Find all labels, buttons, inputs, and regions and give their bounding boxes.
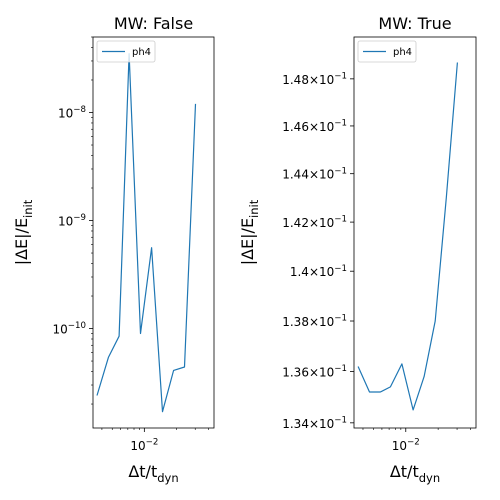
chart-panel-2: MW: True Δt/tdyn |ΔE|/Einit 10−2 1.34×10−1 1.… [238,14,477,485]
legend: ph4 [357,40,417,63]
y-tick-label: 10−10 [53,321,86,336]
x-axis-label: Δt/tdyn [128,462,178,485]
series-line-ph4 [357,62,458,411]
y-tick-label: 1.34×10−1 [282,415,347,430]
y-tick-label: 1.48×10−1 [282,71,347,86]
y-axis-label: |ΔE|/Einit [238,199,261,265]
y-axis-label: |ΔE|/Einit [12,199,35,265]
chart-panel-1: MW: False Δt/tdyn |ΔE|/Einit 10−2 10−10 10−9 1… [12,14,215,485]
legend: ph4 [96,40,156,63]
y-tick-label: 1.42×10−1 [282,215,347,230]
y-tick-label: 1.38×10−1 [282,314,347,329]
y-tick-label: 1.36×10−1 [282,364,347,379]
y-tick-label: 1.4×10−1 [290,264,347,279]
x-tick-label: 10−2 [130,438,158,453]
y-tick-label: 1.46×10−1 [282,119,347,134]
plot-frame [353,36,477,429]
legend-label: ph4 [393,47,412,58]
chart-title: MW: True [378,14,451,33]
x-tick-label: 10−2 [392,438,420,453]
legend-label: ph4 [132,47,151,58]
y-tick-label: 10−8 [58,105,86,120]
y-tick-label: 1.44×10−1 [282,166,347,181]
legend-box [96,40,156,63]
series-line-ph4 [96,53,197,413]
x-axis-label: Δt/tdyn [390,462,440,485]
legend-box [357,40,417,63]
y-tick-label: 10−9 [58,213,86,228]
plot-frame [92,36,215,429]
chart-title: MW: False [114,14,193,33]
